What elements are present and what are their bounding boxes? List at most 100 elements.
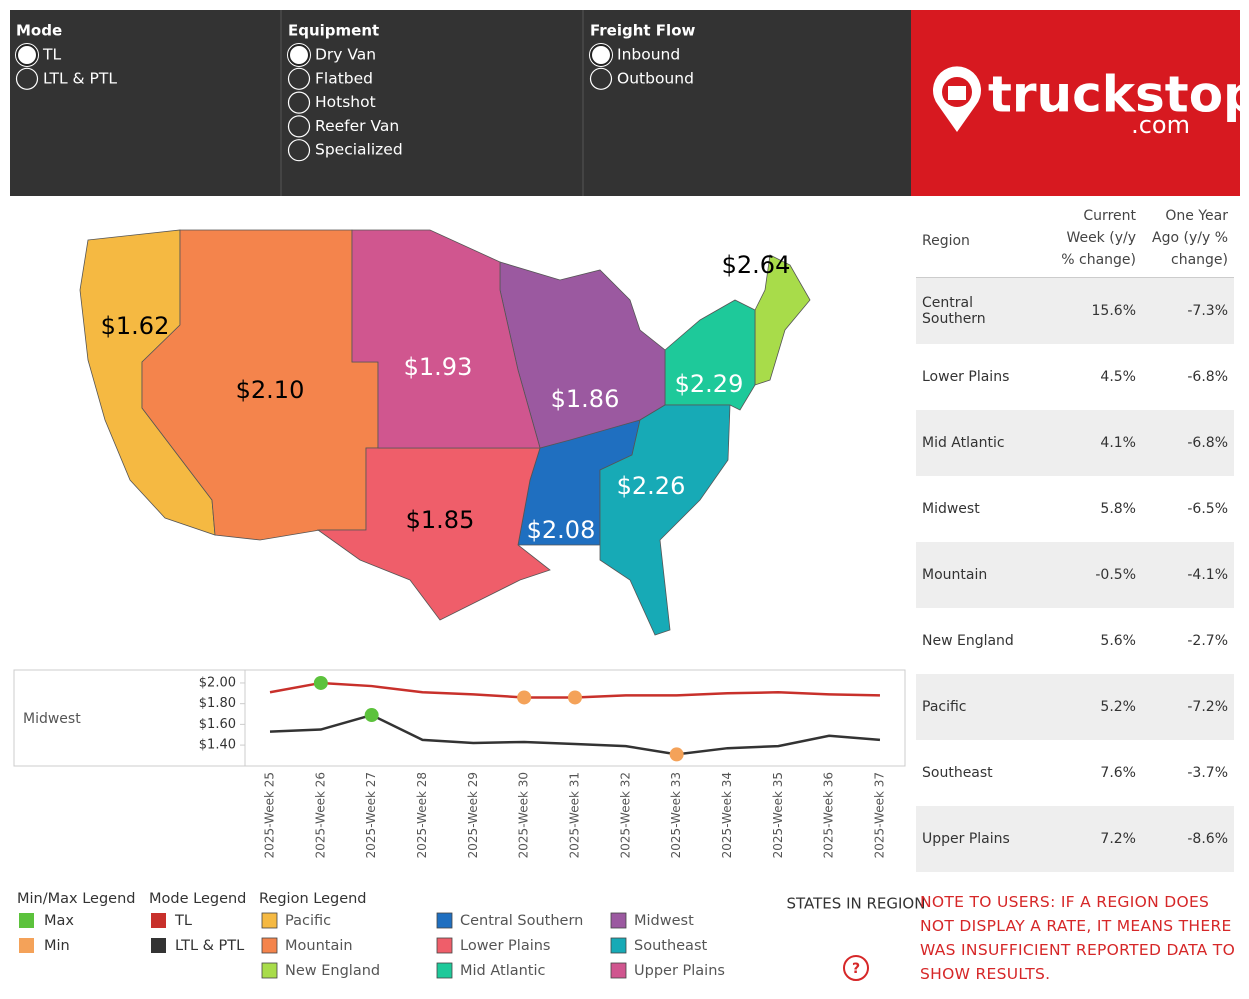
legend-swatch bbox=[261, 937, 278, 954]
table-row: Mountain -0.5% -4.1% bbox=[916, 542, 1234, 608]
states-button-label[interactable]: STATES IN REGION bbox=[787, 895, 926, 913]
table-row: Mid Atlantic 4.1% -6.8% bbox=[916, 410, 1234, 476]
table-cell: -2.7% bbox=[1187, 633, 1228, 649]
map-region[interactable] bbox=[316, 447, 551, 621]
legend-label: Southeast bbox=[634, 938, 708, 954]
filter-title: Freight Flow bbox=[590, 22, 696, 40]
region-rate: $2.08 bbox=[527, 516, 596, 544]
table-cell: Midwest bbox=[922, 501, 980, 517]
chart-frame bbox=[13, 669, 906, 767]
table-cell: -7.2% bbox=[1187, 699, 1228, 715]
legend-swatch bbox=[610, 937, 627, 954]
x-tick-label: 2025-Week 30 bbox=[517, 772, 531, 858]
table-body: Central Southern 15.6% -7.3% Lower Plains 4.… bbox=[916, 278, 1234, 872]
column-header: One Year Ago (y/y % change) bbox=[1152, 208, 1228, 268]
radio-ring[interactable] bbox=[589, 43, 613, 67]
legend-swatch bbox=[19, 938, 34, 953]
x-tick-label: 2025-Week 36 bbox=[822, 772, 836, 858]
x-tick-label: 2025-Week 33 bbox=[669, 772, 683, 858]
filter-title: Mode bbox=[16, 22, 62, 40]
table-cell: 5.2% bbox=[1100, 699, 1136, 715]
table-cell: -7.3% bbox=[1187, 303, 1228, 319]
table-cell: Pacific bbox=[922, 699, 967, 715]
region-table: Region Current Week (y/y % change) One Yea… bbox=[916, 205, 1234, 872]
region-rate: $1.62 bbox=[101, 312, 170, 340]
radio-label[interactable]: Specialized bbox=[315, 141, 403, 159]
pin-icon bbox=[948, 86, 966, 100]
radio-button[interactable] bbox=[287, 91, 311, 114]
table-cell: 5.6% bbox=[1100, 633, 1136, 649]
legend-label: TL bbox=[174, 913, 192, 929]
radio-button[interactable] bbox=[589, 67, 613, 90]
radio-button[interactable] bbox=[589, 43, 613, 67]
legend-title: Min/Max Legend bbox=[17, 891, 135, 907]
y-tick-label: $2.00 bbox=[199, 675, 236, 690]
radio-ring[interactable] bbox=[15, 43, 39, 67]
table-cell: Mountain bbox=[922, 567, 988, 583]
max-marker bbox=[364, 708, 379, 723]
radio-label[interactable]: Hotshot bbox=[315, 93, 376, 111]
table-cell: -6.8% bbox=[1187, 369, 1228, 385]
filter-bar bbox=[10, 10, 911, 196]
y-tick-label: $1.80 bbox=[199, 696, 236, 711]
y-tick-label: $1.40 bbox=[199, 738, 236, 753]
legend-label: Central Southern bbox=[460, 913, 583, 929]
radio-label[interactable]: Outbound bbox=[617, 69, 694, 87]
logo-text: truckstop bbox=[988, 66, 1249, 124]
x-tick-label: 2025-Week 27 bbox=[364, 772, 378, 858]
table-row: New England 5.6% -2.7% bbox=[916, 608, 1234, 674]
legend-label: Midwest bbox=[634, 913, 694, 929]
table-cell: -0.5% bbox=[1095, 567, 1136, 583]
region-rate: $2.64 bbox=[722, 251, 791, 279]
legend-label: Mid Atlantic bbox=[460, 963, 546, 979]
max-marker bbox=[313, 675, 328, 690]
region-rate: $1.86 bbox=[551, 385, 620, 413]
radio-button[interactable] bbox=[15, 67, 39, 90]
help-icon-text[interactable]: ? bbox=[852, 961, 860, 977]
radio-label[interactable]: Inbound bbox=[617, 46, 680, 64]
table-header: Region Current Week (y/y % change) One Yea… bbox=[916, 205, 1234, 278]
table-row: Pacific 5.2% -7.2% bbox=[916, 674, 1234, 740]
x-tick-label: 2025-Week 32 bbox=[618, 772, 632, 858]
table-cell: Mid Atlantic bbox=[922, 435, 1005, 451]
legend-label: Lower Plains bbox=[460, 938, 550, 954]
radio-button[interactable] bbox=[287, 139, 311, 162]
table-row: Southeast 7.6% -3.7% bbox=[916, 740, 1234, 806]
column-header: Region bbox=[922, 233, 970, 249]
y-tick-label: $1.60 bbox=[199, 717, 236, 732]
legend-label: New England bbox=[285, 963, 380, 979]
radio-button[interactable] bbox=[15, 43, 39, 67]
radio-label[interactable]: LTL & PTL bbox=[43, 69, 117, 87]
table-cell: Central Southern bbox=[922, 295, 986, 327]
radio-button[interactable] bbox=[287, 115, 311, 138]
logo-pin bbox=[932, 66, 982, 132]
x-tick-label: 2025-Week 34 bbox=[720, 772, 734, 858]
table-cell: Lower Plains bbox=[922, 369, 1010, 385]
region-rate: $2.26 bbox=[617, 472, 686, 500]
radio-label[interactable]: Flatbed bbox=[315, 69, 373, 87]
legend-swatch bbox=[610, 912, 627, 929]
x-tick-label: 2025-Week 35 bbox=[771, 772, 785, 858]
series-line bbox=[269, 713, 881, 756]
region-rate: $1.85 bbox=[406, 506, 475, 534]
radio-button[interactable] bbox=[287, 67, 311, 90]
table-row: Central Southern 15.6% -7.3% bbox=[916, 278, 1234, 344]
legend-swatch bbox=[261, 912, 278, 929]
radio-label[interactable]: TL bbox=[42, 46, 61, 64]
radio-label[interactable]: Reefer Van bbox=[315, 117, 399, 135]
map-region[interactable] bbox=[754, 254, 811, 386]
map-region[interactable] bbox=[351, 229, 541, 449]
radio-ring[interactable] bbox=[287, 43, 311, 67]
legend-swatch bbox=[436, 962, 453, 979]
map-region[interactable] bbox=[599, 404, 731, 636]
radio-button[interactable] bbox=[287, 43, 311, 67]
table-cell: -3.7% bbox=[1187, 765, 1228, 781]
help-icon[interactable] bbox=[843, 955, 869, 981]
table-cell: -6.8% bbox=[1187, 435, 1228, 451]
region-rate: $1.93 bbox=[404, 353, 473, 381]
legend-label: LTL & PTL bbox=[175, 938, 244, 954]
radio-label[interactable]: Dry Van bbox=[315, 46, 376, 64]
legend-label: Min bbox=[44, 938, 70, 954]
